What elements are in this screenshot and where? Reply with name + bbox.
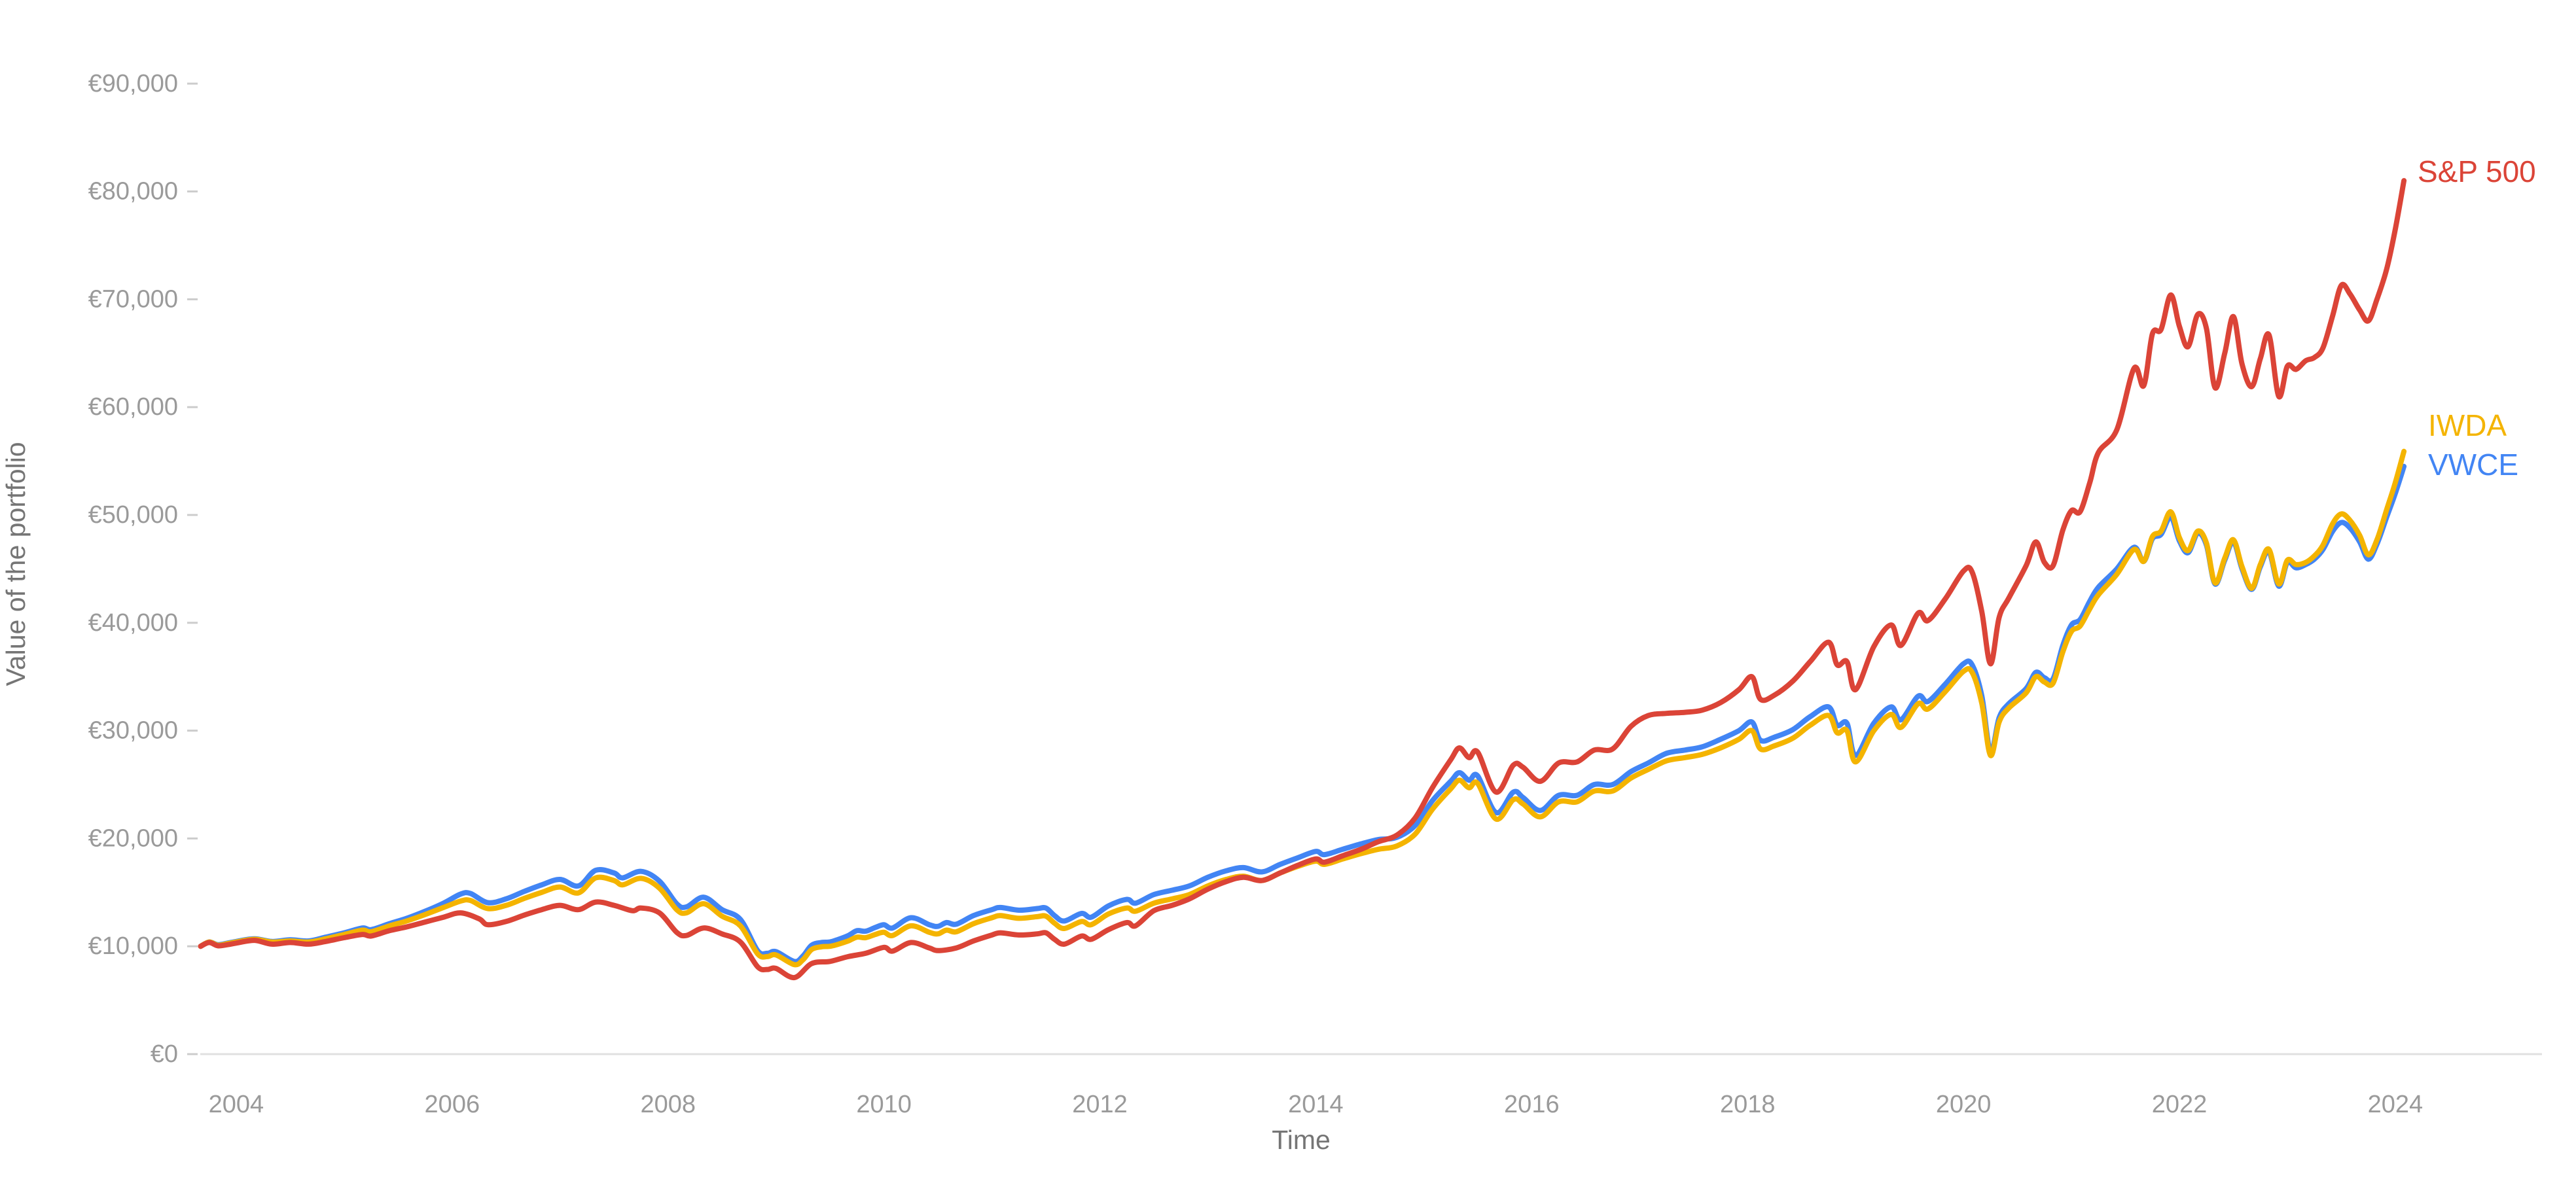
x-tick-label: 2008 [640,1091,696,1118]
y-tick-label: €60,000 [88,393,178,421]
y-tick-label: €30,000 [88,717,178,745]
series-line-iwda [198,448,2407,968]
x-tick-label: 2024 [2368,1091,2424,1118]
y-tick-label: €70,000 [88,285,178,313]
y-tick-label: €80,000 [88,178,178,205]
y-axis-title: Value of the portfolio [1,442,31,686]
x-tick-label: 2006 [425,1091,480,1118]
series-label-iwda: IWDA [2428,408,2507,442]
x-axis-title: Time [1272,1125,1331,1155]
y-tick-label: €10,000 [88,932,178,960]
y-tick-label: €40,000 [88,609,178,637]
y-tick-label: €90,000 [88,70,178,97]
series-label-sp500: S&P 500 [2418,154,2536,188]
y-tick-label: €50,000 [88,501,178,529]
y-tick-label: €0 [151,1040,178,1068]
x-tick-label: 2010 [856,1091,912,1118]
series-label-vwce: VWCE [2428,448,2518,482]
y-tick-label: €20,000 [88,824,178,852]
x-tick-label: 2022 [2152,1091,2208,1118]
x-tick-label: 2012 [1072,1091,1128,1118]
x-tick-label: 2018 [1720,1091,1776,1118]
x-tick-label: 2004 [209,1091,264,1118]
series-line-vwce [198,463,2407,964]
x-tick-label: 2016 [1504,1091,1560,1118]
x-tick-label: 2014 [1288,1091,1344,1118]
axis-layer: €0 €10,000 €20,000 €30,000 €40,000 €50,000 €60… [88,70,2542,1118]
series-layer [198,178,2407,980]
x-tick-label: 2020 [1936,1091,1992,1118]
series-line-sp500 [198,178,2407,980]
